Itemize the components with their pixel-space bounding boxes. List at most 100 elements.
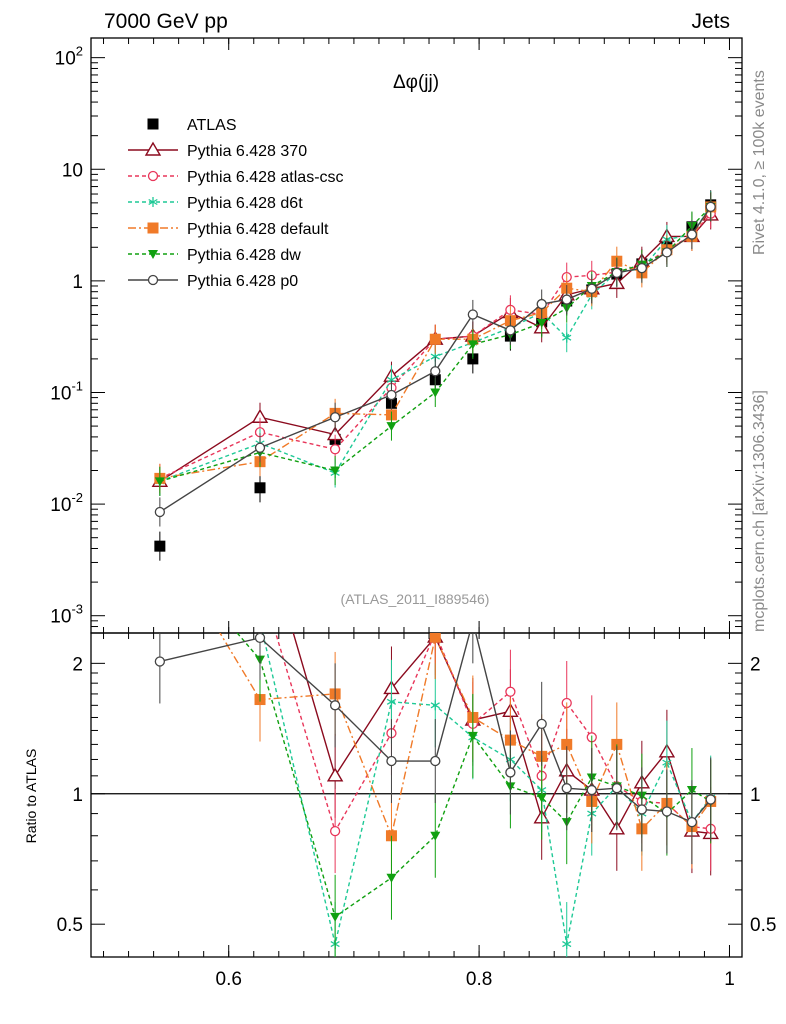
legend-label: ATLAS (187, 117, 237, 134)
data-point (154, 540, 166, 552)
data-point (430, 388, 441, 398)
ratio-point (430, 700, 440, 711)
ratio-data (154, 512, 719, 957)
ratio-y-tick-label: 0.5 (57, 915, 83, 936)
ratio-line (236, 633, 712, 918)
ratio-point (386, 696, 397, 707)
legend: ATLAS Pythia 6.428 370 Pythia 6.428 atlas-… (128, 117, 344, 290)
ratio-y-tick-label-right: 1 (750, 785, 761, 806)
data-point (329, 444, 341, 455)
ratio-point (505, 767, 516, 778)
ratio-y-tick-label: 1 (72, 785, 83, 806)
data-point (254, 442, 266, 453)
ratio-line (262, 633, 712, 945)
ratio-y-tick-label-right: 2 (750, 654, 761, 675)
ratio-point (686, 816, 698, 828)
data-point (430, 366, 441, 377)
y-tick-label: 10-3 (50, 602, 83, 628)
y-tick-label: 10 (62, 160, 83, 181)
ratio-point (636, 804, 647, 815)
ratio-series-5 (154, 617, 716, 865)
ratio-point (386, 873, 397, 883)
ratio-point (467, 731, 478, 741)
ratio-point (256, 576, 265, 585)
legend-marker (147, 222, 159, 234)
ratio-point (254, 633, 266, 644)
data-point (154, 477, 165, 487)
data-point (586, 283, 597, 294)
legend-label: Pythia 6.428 370 (187, 143, 307, 160)
data-point (329, 412, 341, 423)
data-point (386, 389, 397, 401)
data-point (429, 333, 441, 345)
ratio-line (274, 633, 711, 833)
legend-label: Pythia 6.428 p0 (187, 273, 298, 290)
ratio-point (253, 512, 267, 524)
legend-marker (144, 141, 162, 156)
header-category: Jets (691, 10, 730, 33)
analysis-id: (ATLAS_2011_I889546) (341, 591, 490, 607)
main-panel: 10-3 10-2 10-1 1 10 102 (50, 37, 743, 957)
ratio-panel: 0.6 0.8 1 0.5 0.5 1 1 2 2 (57, 512, 776, 990)
y-tick-label: 10-2 (50, 490, 83, 516)
legend-marker (148, 250, 158, 259)
ratio-point (562, 939, 572, 950)
ratio-point (468, 617, 477, 626)
ratio-point (536, 793, 547, 803)
ratio-point (386, 755, 397, 767)
ratio-point (561, 738, 573, 750)
ratio-point (561, 783, 572, 794)
ratio-point (505, 686, 516, 697)
legend-marker (148, 197, 158, 207)
ratio-point (705, 794, 716, 805)
header-process: 7000 GeV pp (104, 10, 228, 33)
ratio-frame (90, 632, 743, 958)
data-point (536, 298, 547, 310)
data-point (254, 482, 266, 494)
data-point (661, 247, 673, 258)
series-6 (154, 192, 716, 527)
ratio-point (661, 806, 673, 817)
legend-label: Pythia 6.428 d6t (187, 195, 303, 212)
x-tick-label: 0.6 (216, 969, 242, 990)
ratio-point (329, 700, 341, 711)
legend-label: Pythia 6.428 atlas-csc (187, 169, 344, 186)
y-tick-label: 1 (72, 272, 83, 293)
ratio-y-tick-label-right: 0.5 (750, 915, 776, 936)
legend-label: Pythia 6.428 dw (187, 247, 301, 264)
ratio-point (326, 767, 344, 782)
legend-marker (147, 274, 159, 286)
data-point (561, 294, 572, 305)
ratio-point (586, 784, 597, 796)
data-point (386, 422, 397, 432)
legend-label: Pythia 6.428 default (187, 221, 329, 238)
ratio-point (429, 633, 441, 643)
legend-marker (147, 118, 159, 130)
x-tick-label: 1 (724, 969, 735, 990)
data-point (636, 263, 647, 274)
mcplots-label: mcplots.cern.ch [arXiv:1306.3436] (751, 390, 768, 632)
data-point (330, 466, 341, 476)
data-point (154, 506, 166, 518)
ratio-point (611, 783, 622, 794)
ratio-point (536, 718, 547, 730)
y-tick-label: 10-1 (50, 378, 83, 404)
ratio-ylabel: Ratio to ATLAS (23, 749, 39, 844)
plot-title: Δφ(jj) (393, 72, 439, 93)
y-tick-label: 102 (55, 44, 83, 70)
data-point (611, 267, 622, 279)
ratio-point (430, 831, 441, 841)
data-point (686, 229, 698, 240)
data-point (467, 340, 478, 350)
ratio-point (330, 912, 341, 922)
data-point (705, 201, 716, 213)
ratio-point (256, 616, 265, 626)
series-line (159, 205, 712, 482)
ratio-point (430, 755, 441, 767)
x-tick-label: 0.8 (466, 969, 492, 990)
data-point (536, 318, 547, 328)
ratio-y-tick-label: 2 (72, 654, 83, 675)
data-point (562, 332, 572, 343)
ratio-line (219, 633, 712, 839)
